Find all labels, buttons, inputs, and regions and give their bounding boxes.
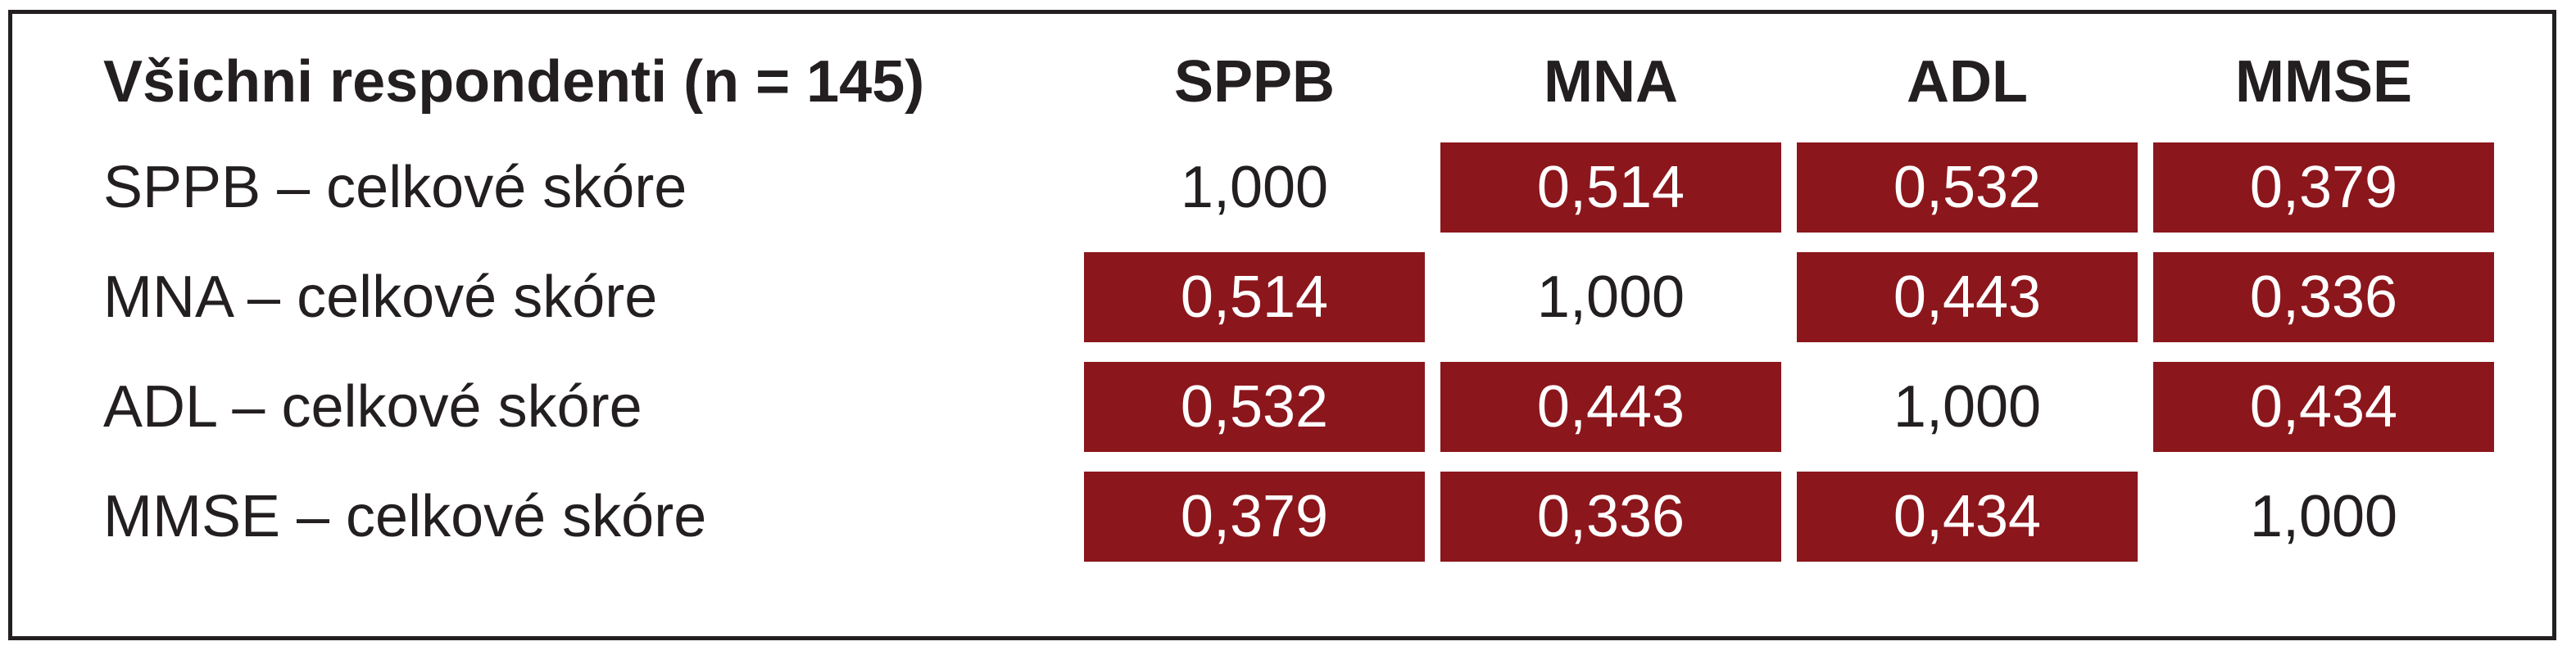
cell-mna-sppb: 0,514 bbox=[1084, 252, 1425, 342]
cell-adl-mmse: 0,434 bbox=[2153, 362, 2494, 452]
cell-adl-adl: 1,000 bbox=[1893, 374, 2042, 440]
cell-mna-mna: 1,000 bbox=[1536, 264, 1685, 330]
cell-sppb-mna: 0,514 bbox=[1440, 142, 1781, 233]
cell-sppb-adl: 0,532 bbox=[1797, 142, 2138, 233]
row-label-mna: MNA – celkové skóre bbox=[103, 264, 658, 330]
column-header-mna: MNA bbox=[1544, 49, 1678, 115]
cell-sppb-sppb: 1,000 bbox=[1180, 155, 1329, 220]
cell-adl-sppb: 0,532 bbox=[1084, 362, 1425, 452]
column-header-adl: ADL bbox=[1907, 49, 2028, 115]
row-label-adl: ADL – celkové skóre bbox=[103, 374, 642, 440]
column-header-mmse: MMSE bbox=[2235, 49, 2412, 115]
cell-adl-mna: 0,443 bbox=[1440, 362, 1781, 452]
cell-sppb-mmse: 0,379 bbox=[2153, 142, 2494, 233]
column-header-sppb: SPPB bbox=[1173, 49, 1336, 115]
cell-mna-mmse: 0,336 bbox=[2153, 252, 2494, 342]
cell-mmse-adl: 0,434 bbox=[1797, 472, 2138, 562]
cell-mmse-mna: 0,336 bbox=[1440, 472, 1781, 562]
row-label-sppb: SPPB – celkové skóre bbox=[103, 155, 687, 220]
table-frame bbox=[8, 10, 2556, 640]
row-label-mmse: MMSE – celkové skóre bbox=[103, 484, 707, 549]
cell-mmse-sppb: 0,379 bbox=[1084, 472, 1425, 562]
cell-mmse-mmse: 1,000 bbox=[2249, 484, 2398, 549]
cell-mna-adl: 0,443 bbox=[1797, 252, 2138, 342]
table-title: Všichni respondenti (n = 145) bbox=[103, 49, 925, 115]
